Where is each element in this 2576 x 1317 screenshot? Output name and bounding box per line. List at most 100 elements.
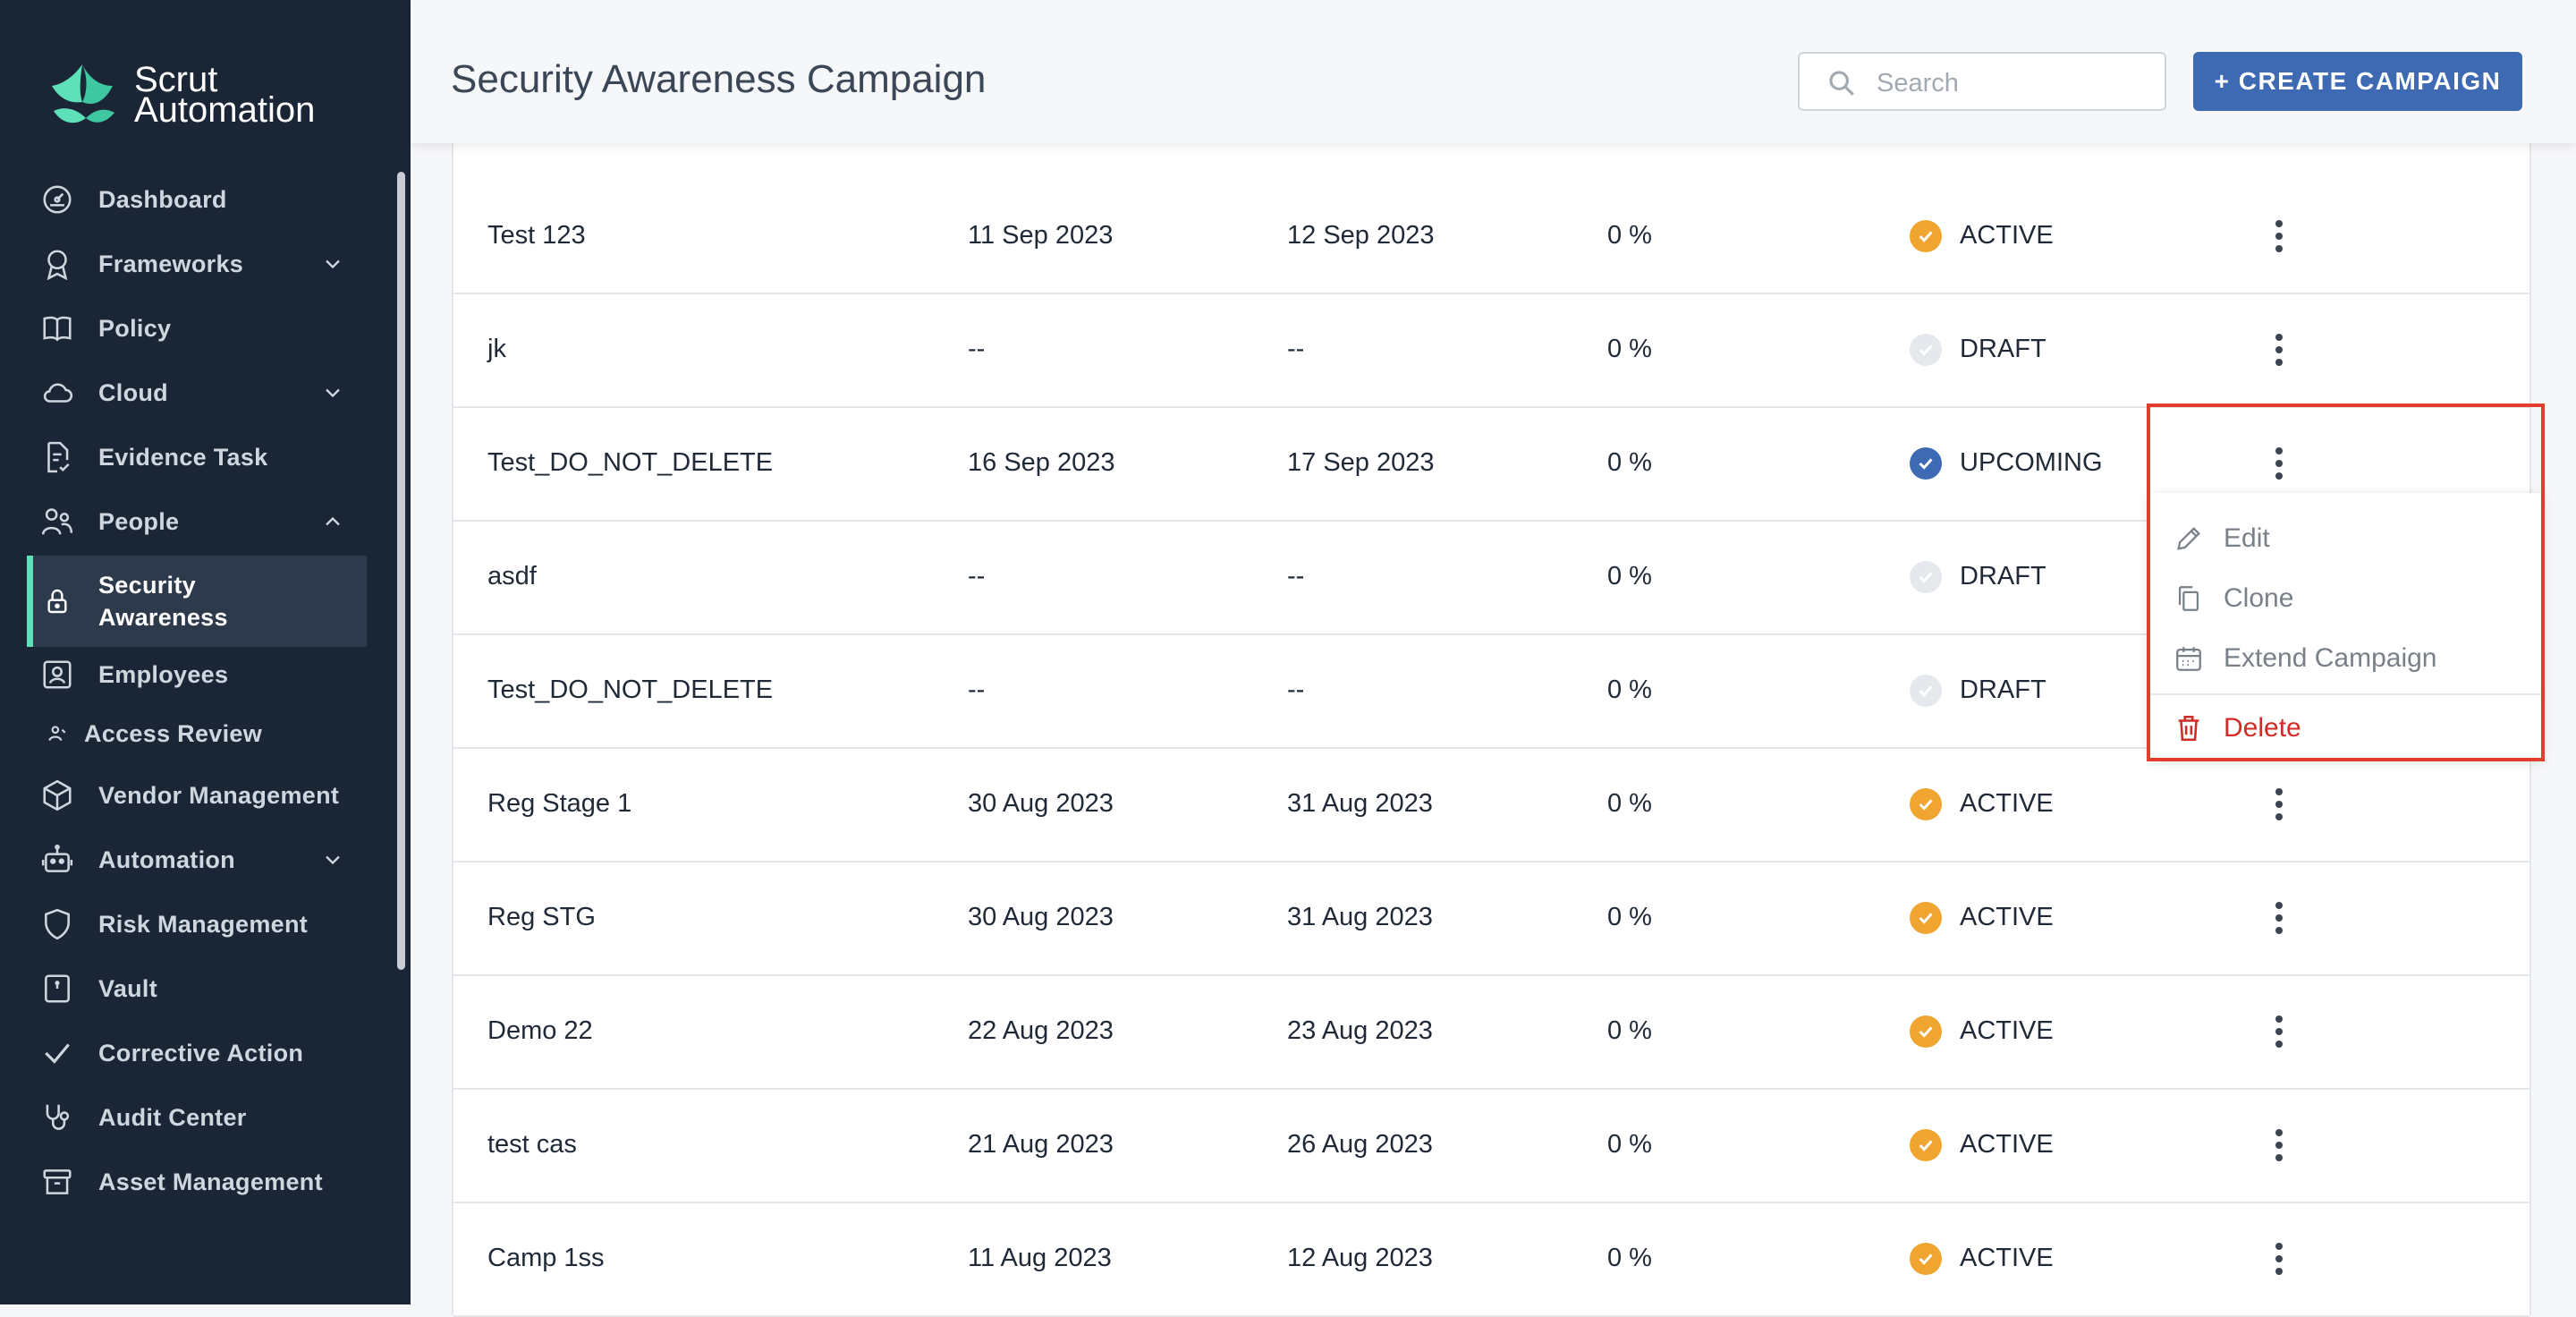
progress: 0 % bbox=[1607, 1244, 1652, 1272]
brand-logo[interactable]: Scrut Automation bbox=[47, 59, 315, 131]
sidebar-item-employees[interactable]: Employees bbox=[27, 650, 367, 700]
table-row[interactable]: Test_DO_NOT_DELETE 16 Sep 2023 17 Sep 20… bbox=[453, 406, 2529, 522]
campaign-name[interactable]: Test 123 bbox=[487, 221, 586, 250]
sidebar-item-security-awareness[interactable]: Security Awareness bbox=[33, 556, 367, 647]
sidebar-item-vendor-management[interactable]: Vendor Management bbox=[27, 770, 367, 820]
table-row[interactable]: Demo 22 22 Aug 2023 23 Aug 2023 0 % ACTI… bbox=[453, 974, 2529, 1090]
pencil-icon bbox=[2174, 523, 2204, 554]
menu-item-label: Delete bbox=[2224, 713, 2301, 743]
more-vertical-icon bbox=[2274, 1128, 2284, 1161]
sidebar: Scrut Automation Dashboard Frameworks Po… bbox=[0, 0, 411, 1304]
campaign-name[interactable]: Camp 1ss bbox=[487, 1244, 605, 1272]
menu-item-clone[interactable]: Clone bbox=[2150, 569, 2541, 628]
sidebar-item-automation[interactable]: Automation bbox=[27, 835, 367, 885]
row-menu-button[interactable] bbox=[2256, 179, 2302, 293]
sidebar-item-people[interactable]: People bbox=[27, 497, 367, 547]
sidebar-item-asset-management[interactable]: Asset Management bbox=[27, 1157, 367, 1207]
menu-item-extend-campaign[interactable]: Extend Campaign bbox=[2150, 629, 2541, 688]
sidebar-item-label: Vault bbox=[98, 974, 158, 1002]
status: DRAFT bbox=[1910, 520, 2046, 633]
status-check-icon bbox=[1910, 901, 1942, 934]
sidebar-item-label: Dashboard bbox=[98, 185, 227, 213]
sidebar-item-corrective-action[interactable]: Corrective Action bbox=[27, 1028, 367, 1078]
status: ACTIVE bbox=[1910, 974, 2054, 1088]
row-menu-button[interactable] bbox=[2256, 974, 2302, 1088]
shield-icon bbox=[38, 905, 77, 944]
campaign-name[interactable]: Demo 22 bbox=[487, 1016, 593, 1045]
document-check-icon bbox=[38, 438, 77, 477]
sidebar-item-label: Risk Management bbox=[98, 910, 309, 938]
row-action-menu: Edit Clone Extend Campaign Delete bbox=[2150, 493, 2541, 758]
row-menu-button[interactable] bbox=[2256, 1088, 2302, 1202]
table-row[interactable]: Camp 1ss 11 Aug 2023 12 Aug 2023 0 % ACT… bbox=[453, 1202, 2529, 1317]
sidebar-item-label: Frameworks bbox=[98, 250, 244, 277]
row-menu-button[interactable] bbox=[2256, 747, 2302, 861]
table-row[interactable]: Reg STG 30 Aug 2023 31 Aug 2023 0 % ACTI… bbox=[453, 861, 2529, 976]
person-badge-icon bbox=[38, 655, 77, 694]
sidebar-item-frameworks[interactable]: Frameworks bbox=[27, 239, 367, 289]
progress: 0 % bbox=[1607, 335, 1652, 363]
status: ACTIVE bbox=[1910, 861, 2054, 974]
lock-icon bbox=[38, 582, 77, 621]
row-menu-button[interactable] bbox=[2256, 1202, 2302, 1315]
chevron-down-icon[interactable] bbox=[320, 380, 345, 405]
active-indicator bbox=[27, 556, 33, 647]
sidebar-item-policy[interactable]: Policy bbox=[27, 303, 367, 353]
chevron-down-icon[interactable] bbox=[320, 251, 345, 276]
sidebar-item-vault[interactable]: Vault bbox=[27, 964, 367, 1014]
sidebar-item-evidence-task[interactable]: Evidence Task bbox=[27, 432, 367, 482]
sidebar-item-label: Corrective Action bbox=[98, 1039, 304, 1066]
status-check-icon bbox=[1910, 1128, 1942, 1161]
start-date: 16 Sep 2023 bbox=[968, 448, 1115, 477]
table-row[interactable]: Test 123 11 Sep 2023 12 Sep 2023 0 % ACT… bbox=[453, 179, 2529, 294]
table-row[interactable]: Reg Stage 1 30 Aug 2023 31 Aug 2023 0 % … bbox=[453, 747, 2529, 862]
status: DRAFT bbox=[1910, 633, 2046, 747]
table-row[interactable]: Test_DO_NOT_DELETE -- -- 0 % DRAFT bbox=[453, 633, 2529, 749]
row-menu-button-open[interactable] bbox=[2256, 406, 2302, 520]
end-date: 26 Aug 2023 bbox=[1287, 1130, 1433, 1159]
more-vertical-icon bbox=[2274, 446, 2284, 480]
campaign-name[interactable]: test cas bbox=[487, 1130, 577, 1159]
stethoscope-icon bbox=[38, 1098, 77, 1137]
status-check-icon bbox=[1910, 787, 1942, 820]
row-menu-button[interactable] bbox=[2256, 293, 2302, 406]
menu-item-delete[interactable]: Delete bbox=[2150, 699, 2541, 758]
sidebar-item-label: Asset Management bbox=[98, 1168, 323, 1195]
sidebar-scrollbar[interactable] bbox=[397, 172, 405, 970]
end-date: -- bbox=[1287, 562, 1305, 591]
sidebar-item-risk-management[interactable]: Risk Management bbox=[27, 899, 367, 949]
chevron-down-icon[interactable] bbox=[320, 847, 345, 872]
copy-icon bbox=[2174, 583, 2204, 614]
sidebar-item-audit-center[interactable]: Audit Center bbox=[27, 1092, 367, 1143]
table-row[interactable]: jk -- -- 0 % DRAFT bbox=[453, 293, 2529, 408]
campaign-name[interactable]: jk bbox=[487, 335, 506, 363]
table-row[interactable]: test cas 21 Aug 2023 26 Aug 2023 0 % ACT… bbox=[453, 1088, 2529, 1203]
more-vertical-icon bbox=[2274, 787, 2284, 820]
sidebar-item-access-review[interactable]: Access Review bbox=[27, 709, 367, 759]
brand-line-1: Scrut bbox=[134, 60, 218, 99]
table-row[interactable]: asdf -- -- 0 % DRAFT bbox=[453, 520, 2529, 635]
campaign-name[interactable]: Reg Stage 1 bbox=[487, 789, 632, 818]
sidebar-item-label: Vendor Management bbox=[98, 781, 340, 809]
search-box[interactable] bbox=[1798, 52, 2166, 111]
start-date: -- bbox=[968, 335, 986, 363]
campaign-name[interactable]: Test_DO_NOT_DELETE bbox=[487, 675, 774, 704]
campaign-name[interactable]: asdf bbox=[487, 562, 537, 591]
chevron-up-icon[interactable] bbox=[320, 509, 345, 534]
sidebar-item-cloud[interactable]: Cloud bbox=[27, 368, 367, 418]
menu-item-edit[interactable]: Edit bbox=[2150, 509, 2541, 568]
more-vertical-icon bbox=[2274, 901, 2284, 934]
create-campaign-button[interactable]: + CREATE CAMPAIGN bbox=[2193, 52, 2522, 111]
status-check-icon bbox=[1910, 1242, 1942, 1275]
status-check-icon bbox=[1910, 333, 1942, 366]
campaign-name[interactable]: Reg STG bbox=[487, 903, 596, 931]
scrut-logo-icon bbox=[52, 64, 114, 123]
end-date: 17 Sep 2023 bbox=[1287, 448, 1435, 477]
progress: 0 % bbox=[1607, 448, 1652, 477]
campaign-name[interactable]: Test_DO_NOT_DELETE bbox=[487, 448, 774, 477]
status-label: DRAFT bbox=[1960, 675, 2046, 704]
search-input[interactable] bbox=[1875, 64, 2147, 102]
row-menu-button[interactable] bbox=[2256, 861, 2302, 974]
sidebar-item-dashboard[interactable]: Dashboard bbox=[27, 174, 367, 225]
status-label: DRAFT bbox=[1960, 562, 2046, 591]
